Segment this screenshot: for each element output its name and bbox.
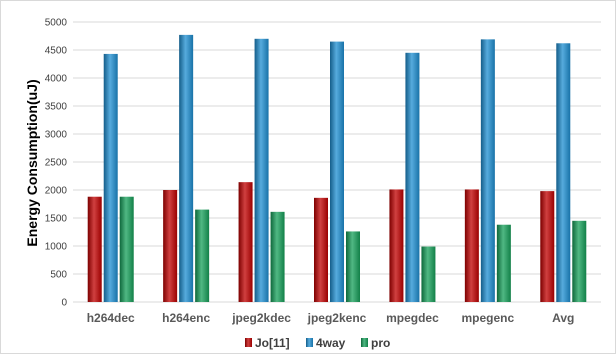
y-axis-label: Energy Consumption(uJ): [24, 79, 40, 246]
y-tick-label: 1000: [45, 242, 68, 253]
bar-4way-jpeg2kenc: [330, 41, 344, 302]
y-tick-label: 500: [50, 270, 67, 281]
category-label: mpegenc: [462, 311, 515, 325]
y-tick-label: 2500: [45, 158, 68, 169]
category-label: jpeg2kenc: [307, 311, 367, 325]
legend-label: 4way: [316, 336, 346, 350]
legend-label: pro: [371, 336, 390, 350]
y-tick-label: 5000: [45, 18, 68, 29]
category-label: h264enc: [162, 311, 210, 325]
bar-pro-jpeg2kdec: [270, 211, 285, 302]
bar-jo-11--mpegenc: [464, 189, 479, 302]
category-label: jpeg2kdec: [231, 311, 291, 325]
legend-swatch: [306, 338, 313, 347]
bar-jo-11--avg: [540, 191, 555, 302]
bar-pro-mpegenc: [496, 224, 511, 302]
legend-swatch: [245, 338, 252, 347]
bar-pro-h264dec: [119, 196, 134, 302]
bar-pro-mpegdec: [421, 246, 436, 302]
bar-4way-h264dec: [103, 53, 118, 302]
bars: [87, 34, 587, 303]
legend: Jo[11] 4way pro: [245, 336, 390, 350]
legend-label: Jo[11]: [255, 336, 290, 350]
bar-pro-avg: [572, 220, 587, 302]
bar-jo-11--mpegdec: [389, 189, 404, 302]
y-tick-labels: 0 500 1000 1500 2000 2500 3000 3500 4000 4500 5000: [45, 18, 68, 309]
y-tick-label: 2000: [45, 186, 68, 197]
category-label: Avg: [552, 311, 574, 325]
bar-pro-jpeg2kenc: [346, 231, 360, 302]
y-tick-label: 1500: [45, 214, 68, 225]
y-tick-label: 3000: [45, 130, 68, 141]
y-tick-label: 3500: [45, 102, 68, 113]
y-tick-label: 4000: [45, 74, 68, 85]
bar-4way-avg: [556, 43, 571, 302]
y-tick-label: 0: [61, 298, 67, 309]
category-label: mpegdec: [386, 311, 439, 325]
bar-jo-11--h264enc: [163, 190, 178, 302]
bar-4way-jpeg2kdec: [254, 38, 269, 303]
legend-swatch: [361, 338, 368, 347]
bar-4way-mpegdec: [405, 52, 420, 302]
y-tick-label: 4500: [45, 46, 68, 57]
category-labels: h264dec h264enc jpeg2kdec jpeg2kenc mpegdec m…: [87, 311, 575, 325]
bar-jo-11--jpeg2kenc: [314, 197, 328, 302]
category-label: h264dec: [87, 311, 135, 325]
bar-4way-h264enc: [179, 34, 194, 302]
bar-4way-mpegenc: [480, 39, 495, 303]
bar-jo-11--h264dec: [87, 196, 102, 302]
bar-jo-11--jpeg2kdec: [238, 182, 253, 302]
bar-pro-h264enc: [195, 209, 210, 302]
